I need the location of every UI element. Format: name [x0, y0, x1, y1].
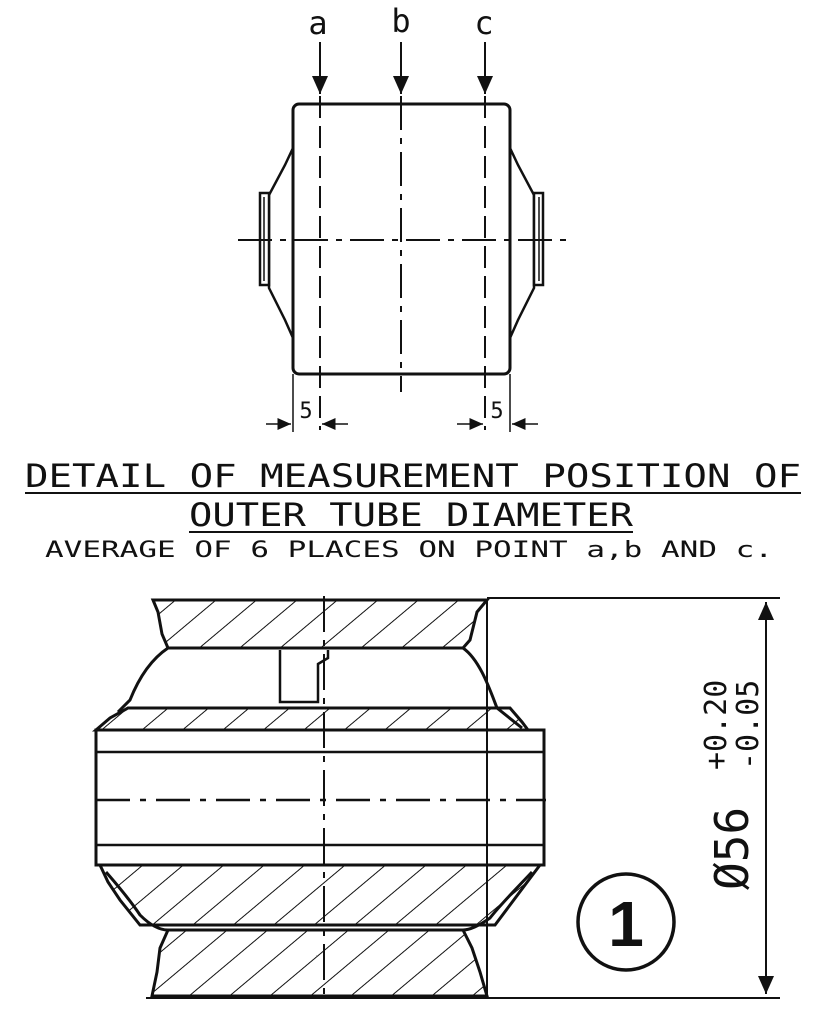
label-a: a [308, 4, 327, 42]
inner-band-top [91, 706, 531, 732]
left-flange [267, 147, 295, 339]
heading-line2: OUTER TUBE DIAMETER [189, 496, 634, 534]
diameter-base: Ø56 [705, 807, 759, 890]
dim-right-value: 5 [490, 399, 503, 424]
callout-balloon [576, 872, 676, 972]
section-view: Ø56 +0.20 -0.05 1 [91, 596, 780, 1000]
keyway-notch [278, 650, 330, 704]
dim-left-value: 5 [299, 399, 312, 424]
top-view: a b c 5 5 [238, 2, 566, 432]
heading-line1: DETAIL OF MEASUREMENT POSITION OF [25, 457, 801, 495]
label-b: b [391, 2, 410, 40]
diameter-tolerance-upper: +0.20 [699, 680, 734, 770]
label-c: c [474, 4, 493, 42]
detail-heading: DETAIL OF MEASUREMENT POSITION OF OUTER … [25, 457, 801, 563]
inner-band-bottom [97, 863, 543, 927]
heading-note: AVERAGE OF 6 PLACES ON POINT a,b AND c. [45, 538, 773, 563]
rubber-upper-outline [116, 646, 169, 714]
diameter-tolerance-lower: -0.05 [731, 680, 766, 770]
outer-shell-bottom [150, 928, 489, 998]
outer-shell-top [150, 598, 491, 650]
callout-number: 1 [608, 888, 644, 960]
right-flange [508, 147, 536, 339]
